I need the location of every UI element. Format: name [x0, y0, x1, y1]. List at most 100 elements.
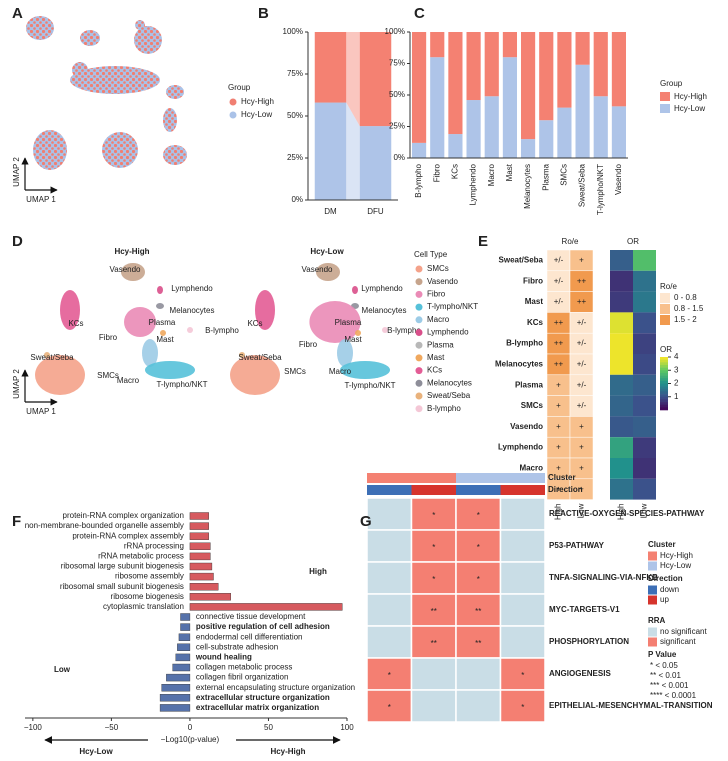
legend-swatch [415, 354, 423, 362]
rra-cell [499, 593, 546, 627]
term-label: protein-RNA complex organization [63, 511, 184, 520]
term-label: external encapsulating structure organiz… [196, 683, 355, 692]
rra-cell [366, 529, 413, 563]
y-tick-label: 100% [283, 27, 303, 36]
cell-cluster [80, 30, 100, 46]
bar [189, 593, 231, 601]
bar-segment [575, 32, 590, 65]
bar [177, 643, 191, 651]
bar [189, 572, 214, 581]
cell-cluster [309, 301, 361, 343]
legend-label: 1.5 - 2 [674, 315, 697, 324]
row-label: Fibro [523, 276, 543, 285]
row-label: Macro [519, 464, 543, 473]
cluster-label: Mast [344, 335, 362, 344]
legend-label: Hcy-Low [660, 561, 691, 570]
row-label: Melanocytes [495, 360, 544, 369]
roe-symbol: ++ [554, 318, 564, 327]
row-label: PHOSPHORYLATION [549, 637, 629, 646]
or-cell [633, 437, 656, 458]
axis-label: −Log10(p-value) [161, 735, 220, 744]
bar [180, 623, 191, 631]
significance: * [432, 511, 435, 520]
rra-cell [455, 497, 502, 531]
cell-cluster [60, 290, 80, 330]
legend-swatch [415, 341, 423, 349]
significance: * [432, 575, 435, 584]
or-cell [633, 291, 656, 313]
roe-symbol: + [579, 256, 584, 265]
or-cell [633, 250, 656, 271]
colorbar-label: 2 [674, 379, 679, 388]
legend-label: KCs [427, 366, 442, 375]
legend-swatch [415, 392, 423, 400]
cell-cluster [340, 361, 390, 379]
cell-cluster [121, 263, 145, 281]
bar [172, 663, 191, 672]
cell-cluster [355, 330, 361, 336]
cluster-label: Lymphendo [361, 284, 403, 293]
cluster-label: Fibro [99, 333, 118, 342]
significance: ** [431, 639, 437, 648]
cell-cluster [35, 355, 85, 395]
legend-label: **** < 0.0001 [650, 691, 697, 700]
roe-symbol: +/- [554, 297, 564, 306]
row-label: REACTIVE-OXYGEN-SPECIES-PATHWAY [549, 509, 705, 518]
cluster-label: SMCs [284, 367, 306, 376]
colorbar-label: 1 [674, 392, 679, 401]
bar-segment [502, 57, 518, 159]
row-label: ANGIOGENESIS [549, 669, 611, 678]
bar-segment [430, 32, 445, 58]
bar [189, 583, 219, 591]
bar-segment [557, 107, 572, 158]
or-cell [610, 437, 633, 458]
colorbar-step [660, 364, 668, 368]
colorbar-step [660, 399, 668, 403]
legend-label: Mast [427, 353, 445, 362]
bar [166, 673, 191, 682]
legend-label: Hcy-High [241, 97, 274, 106]
panel-letter: C [414, 5, 425, 22]
group-label: Low [54, 665, 71, 674]
colorbar-step [660, 407, 668, 411]
legend-label: Hcy-High [660, 551, 693, 560]
axis-label: UMAP 2 [12, 369, 21, 399]
x-tick-label: DM [324, 207, 337, 216]
colorbar-step [660, 372, 668, 376]
cluster-bar [456, 473, 501, 483]
term-label: rRNA metabolic process [98, 552, 184, 561]
row-label: P53-PATHWAY [549, 541, 605, 550]
term-label: connective tissue development [196, 612, 306, 621]
rra-cell [499, 497, 546, 531]
cluster-label: Lymphendo [171, 284, 213, 293]
colorbar-label: 3 [674, 365, 679, 374]
y-tick-label: 0% [393, 153, 405, 162]
colorbar-step [660, 402, 668, 405]
or-cell [633, 458, 656, 479]
cluster-label: B-lympho [205, 326, 239, 335]
x-tick-label: Lymphendo [469, 163, 478, 205]
cluster-label: Vasendo [110, 265, 142, 274]
y-tick-label: 25% [287, 153, 303, 162]
roe-symbol: ++ [554, 339, 564, 348]
direction-bar [411, 485, 456, 495]
rra-cell [455, 561, 502, 595]
legend-title: Group [228, 83, 251, 92]
legend-title: P Value [648, 650, 677, 659]
x-tick-label: 0 [188, 723, 193, 732]
cluster-label: Sweat/Seba [238, 353, 282, 362]
legend-swatch [415, 405, 423, 413]
cell-cluster [382, 327, 388, 333]
significance: * [388, 703, 391, 712]
heatmap-title: Ro/e [562, 237, 579, 246]
annotation-label: Cluster [548, 473, 576, 482]
legend-swatch [648, 637, 657, 647]
roe-symbol: + [556, 464, 561, 473]
legend-label: significant [660, 637, 696, 646]
x-tick-label: Vasendo [614, 163, 623, 195]
roe-symbol: +/- [577, 380, 587, 389]
annotation-label: Direction [548, 485, 583, 494]
row-label: Plasma [515, 380, 544, 389]
legend-title: Cluster [648, 540, 676, 549]
rra-cell [499, 561, 546, 595]
